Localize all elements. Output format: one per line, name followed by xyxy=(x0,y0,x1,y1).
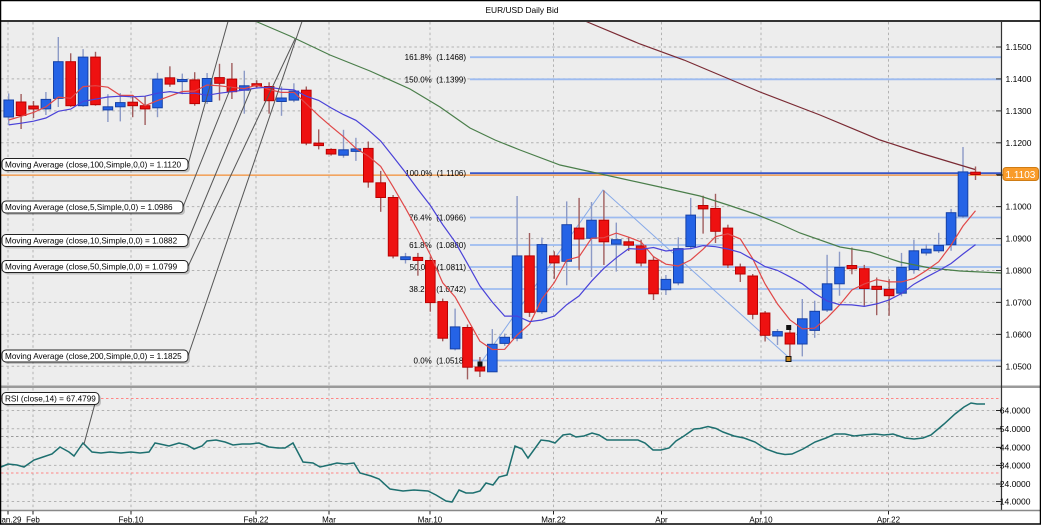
svg-text:1.0800: 1.0800 xyxy=(1006,266,1032,276)
svg-text:1.1200: 1.1200 xyxy=(1006,138,1032,148)
svg-text:150.0% (1.1399): 150.0% (1.1399) xyxy=(405,75,467,84)
svg-text:1.1500: 1.1500 xyxy=(1006,42,1032,52)
svg-text:Moving Average (close,5,Simple: Moving Average (close,5,Simple,0,0) = 1.… xyxy=(5,203,173,212)
svg-text:1.1300: 1.1300 xyxy=(1006,106,1032,116)
svg-text:Moving Average (close,200,Simp: Moving Average (close,200,Simple,0,0) = … xyxy=(5,352,182,361)
svg-text:1.1000: 1.1000 xyxy=(1006,202,1032,212)
svg-text:1.0900: 1.0900 xyxy=(1006,234,1032,244)
svg-text:Moving Average (close,100,Simp: Moving Average (close,100,Simple,0,0) = … xyxy=(5,161,182,170)
svg-text:1.0600: 1.0600 xyxy=(1006,329,1032,339)
svg-text:64.0000: 64.0000 xyxy=(1000,406,1031,416)
svg-text:Moving Average (close,50,Simpl: Moving Average (close,50,Simple,0,0) = 1… xyxy=(5,263,178,272)
svg-text:Apr.10: Apr.10 xyxy=(749,516,773,525)
svg-text:Apr.22: Apr.22 xyxy=(877,516,901,525)
svg-text:24.0000: 24.0000 xyxy=(1000,479,1031,489)
svg-text:Mar.10: Mar.10 xyxy=(418,516,443,525)
svg-text:Feb.10: Feb.10 xyxy=(119,516,144,525)
svg-text:1.1103: 1.1103 xyxy=(1006,170,1036,181)
svg-text:Mar: Mar xyxy=(322,516,336,525)
svg-text:Moving Average (close,10,Simpl: Moving Average (close,10,Simple,0,0) = 1… xyxy=(5,237,178,246)
svg-text:34.0000: 34.0000 xyxy=(1000,460,1031,470)
svg-text:0.0% (1.0518): 0.0% (1.0518) xyxy=(414,357,467,366)
svg-text:Jan.29: Jan.29 xyxy=(0,516,22,525)
svg-text:44.0000: 44.0000 xyxy=(1000,442,1031,452)
svg-text:EUR/USD Daily Bid: EUR/USD Daily Bid xyxy=(485,5,558,15)
svg-text:RSI (close,14) = 67.4799: RSI (close,14) = 67.4799 xyxy=(5,395,96,404)
svg-text:50.0% (1.0811): 50.0% (1.0811) xyxy=(410,263,467,272)
svg-text:1.0700: 1.0700 xyxy=(1006,297,1032,307)
svg-text:1.1400: 1.1400 xyxy=(1006,74,1032,84)
svg-text:61.8% (1.0880): 61.8% (1.0880) xyxy=(409,241,466,250)
svg-text:Feb: Feb xyxy=(26,516,40,525)
svg-text:14.0000: 14.0000 xyxy=(1000,497,1031,507)
svg-text:38.2% (1.0742): 38.2% (1.0742) xyxy=(409,285,466,294)
svg-text:1.0500: 1.0500 xyxy=(1006,361,1032,371)
svg-text:76.4% (1.0966): 76.4% (1.0966) xyxy=(409,214,466,223)
svg-text:Apr: Apr xyxy=(655,516,668,525)
svg-text:161.8% (1.1468): 161.8% (1.1468) xyxy=(405,53,467,62)
svg-text:100.0% (1.1106): 100.0% (1.1106) xyxy=(405,169,466,178)
svg-text:Feb.22: Feb.22 xyxy=(244,516,269,525)
svg-text:54.0000: 54.0000 xyxy=(1000,424,1031,434)
svg-text:Mar.22: Mar.22 xyxy=(541,516,566,525)
